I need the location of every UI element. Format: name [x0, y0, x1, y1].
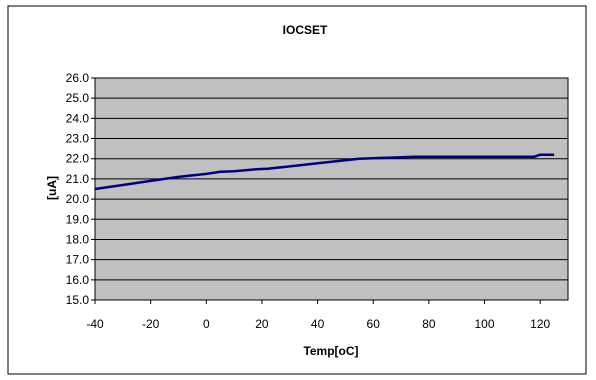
y-tick-label: 26.0	[66, 71, 90, 85]
x-tick-label: 120	[530, 317, 550, 331]
y-tick-labels: 15.0 16.0 17.0 18.0 19.0 20.0 21.0 22.0 23.0 24.0…	[66, 71, 90, 307]
series-line-0	[94, 153, 555, 191]
x-tick-label: 20	[255, 317, 269, 331]
y-tick-label: 15.0	[66, 293, 90, 307]
x-tick-label: 40	[311, 317, 325, 331]
x-tick-label: 60	[367, 317, 381, 331]
y-tick-label: 22.0	[66, 152, 90, 166]
y-axis-title: [uA]	[45, 176, 59, 200]
y-tick-label: 21.0	[66, 172, 90, 186]
y-tick-label: 18.0	[66, 232, 90, 246]
y-tick-label: 19.0	[66, 212, 90, 226]
x-tick-label: 80	[422, 317, 436, 331]
x-tick-label: -20	[142, 317, 160, 331]
y-tick-label: 23.0	[66, 132, 90, 146]
series-layer	[94, 153, 555, 191]
x-tick-label: 0	[203, 317, 210, 331]
gridlines	[91, 77, 568, 304]
plot-area	[94, 77, 569, 301]
y-tick-label: 24.0	[66, 111, 90, 125]
x-tick-labels: -40 -20 0 20 40 60 80 100 120	[86, 317, 550, 331]
x-axis-title: Temp[oC]	[303, 344, 358, 358]
x-tick-label: -40	[86, 317, 104, 331]
y-tick-label: 16.0	[66, 273, 90, 287]
chart-title: IOCSET	[283, 23, 328, 37]
x-tick-label: 100	[475, 317, 495, 331]
y-tick-label: 17.0	[66, 253, 90, 267]
y-tick-label: 25.0	[66, 91, 90, 105]
y-tick-label: 20.0	[66, 192, 90, 206]
